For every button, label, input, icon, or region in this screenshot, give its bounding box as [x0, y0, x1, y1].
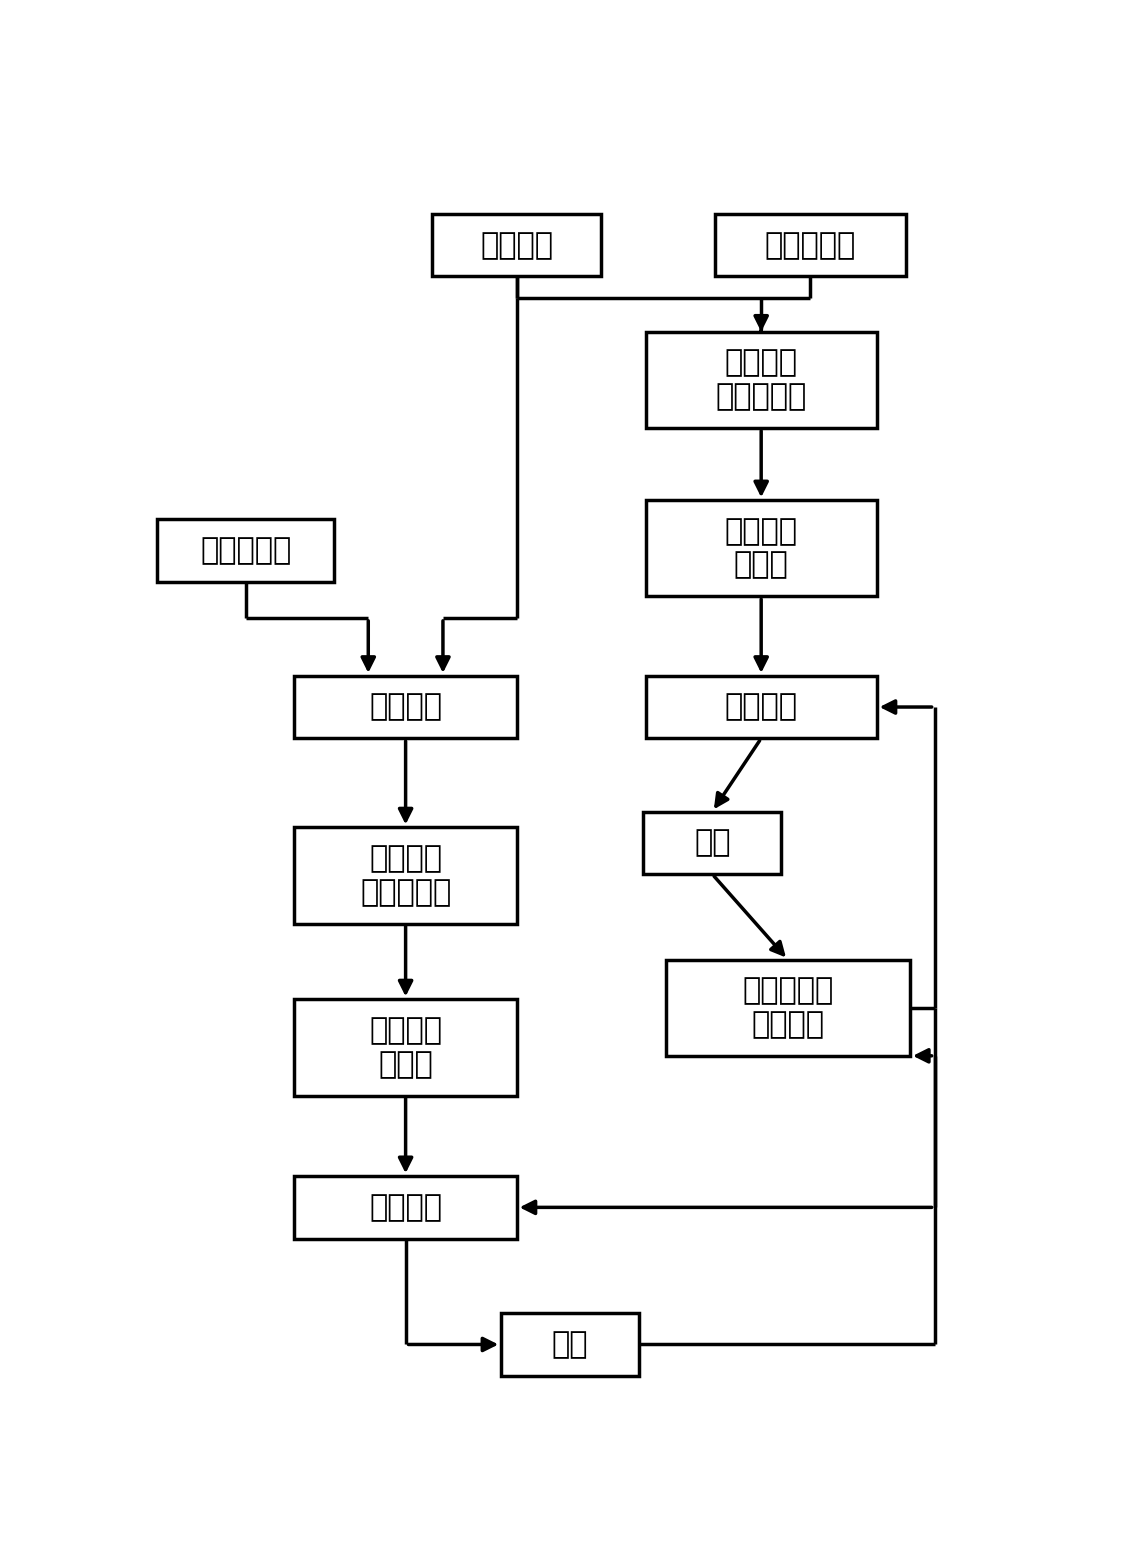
Text: 修正: 修正	[552, 1329, 588, 1359]
Text: 时间同步: 时间同步	[725, 692, 797, 722]
FancyBboxPatch shape	[646, 676, 876, 739]
Text: 第二局部
道路帧: 第二局部 道路帧	[369, 1017, 442, 1079]
FancyBboxPatch shape	[295, 828, 516, 923]
FancyBboxPatch shape	[646, 500, 876, 597]
FancyBboxPatch shape	[295, 1000, 516, 1095]
Text: 高精度地图: 高精度地图	[764, 231, 856, 259]
Text: 预测: 预测	[694, 828, 731, 858]
FancyBboxPatch shape	[157, 520, 335, 583]
Text: 时间同步: 时间同步	[369, 1193, 442, 1221]
FancyBboxPatch shape	[646, 331, 876, 428]
FancyBboxPatch shape	[295, 1176, 516, 1239]
FancyBboxPatch shape	[715, 214, 906, 276]
FancyBboxPatch shape	[665, 959, 910, 1056]
FancyBboxPatch shape	[643, 812, 781, 875]
FancyBboxPatch shape	[295, 676, 516, 739]
Text: 第一局部
道路帧: 第一局部 道路帧	[725, 517, 797, 580]
FancyBboxPatch shape	[432, 214, 601, 276]
Text: 时间同步: 时间同步	[369, 692, 442, 722]
Text: 定位数据: 定位数据	[481, 231, 553, 259]
Text: 车道线数据: 车道线数据	[200, 536, 291, 565]
Text: 构建第一
局部道路帧: 构建第一 局部道路帧	[716, 348, 806, 411]
Text: 最优估计局
部道路帧: 最优估计局 部道路帧	[742, 976, 834, 1039]
FancyBboxPatch shape	[501, 1314, 639, 1376]
Text: 构建第二
局部道路帧: 构建第二 局部道路帧	[360, 843, 451, 906]
